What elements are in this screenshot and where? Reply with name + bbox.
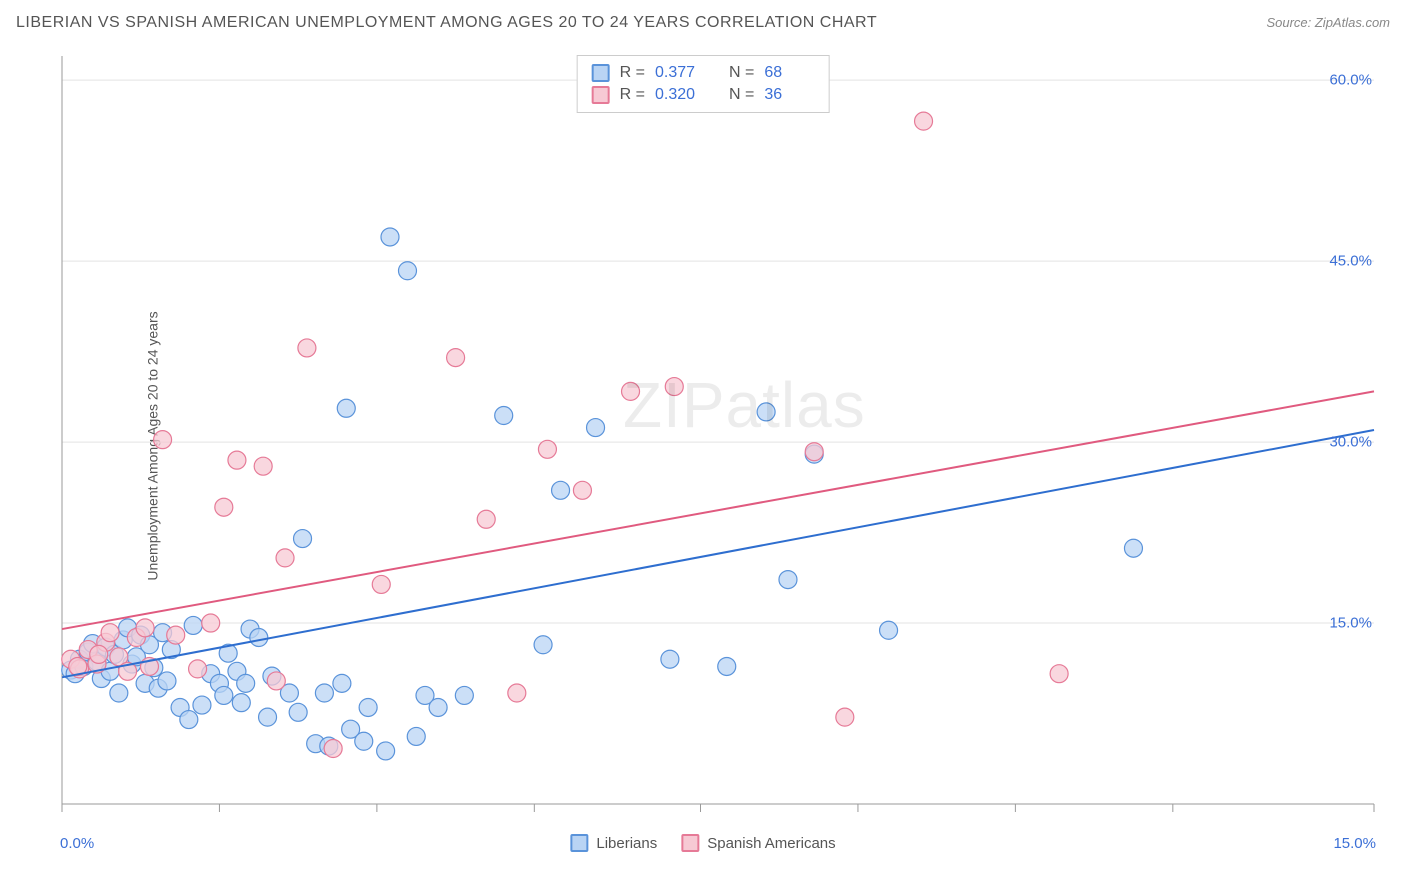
legend-swatch [570, 834, 588, 852]
x-min-label: 0.0% [60, 835, 94, 852]
y-tick-label: 15.0% [1329, 615, 1372, 632]
legend-label: Liberians [596, 835, 657, 852]
chart-title: LIBERIAN VS SPANISH AMERICAN UNEMPLOYMEN… [16, 14, 877, 32]
stat-n-label: N = [729, 64, 754, 82]
source-label: Source: ZipAtlas.com [1266, 15, 1390, 30]
legend-swatch [681, 834, 699, 852]
plot-region: ZIPatlas 15.0%30.0%45.0%60.0% [60, 50, 1376, 822]
y-tick-label: 60.0% [1329, 72, 1372, 89]
stats-swatch [592, 64, 610, 82]
bottom-legend: Liberians Spanish Americans [570, 834, 835, 852]
stats-box: R = 0.377 N = 68 R = 0.320 N = 36 [577, 55, 830, 113]
legend-item: Liberians [570, 834, 657, 852]
legend-item: Spanish Americans [681, 834, 835, 852]
stats-swatch [592, 86, 610, 104]
stat-r-value: 0.377 [655, 64, 705, 82]
stat-r-label: R = [620, 64, 645, 82]
correlation-chart: LIBERIAN VS SPANISH AMERICAN UNEMPLOYMEN… [10, 10, 1396, 882]
x-max-label: 15.0% [1333, 835, 1376, 852]
stat-r-value: 0.320 [655, 86, 705, 104]
stats-row: R = 0.320 N = 36 [592, 84, 815, 106]
stats-row: R = 0.377 N = 68 [592, 62, 815, 84]
legend-label: Spanish Americans [707, 835, 835, 852]
y-tick-label: 30.0% [1329, 434, 1372, 451]
header-row: LIBERIAN VS SPANISH AMERICAN UNEMPLOYMEN… [10, 10, 1396, 44]
stat-n-value: 68 [764, 64, 814, 82]
stat-n-label: N = [729, 86, 754, 104]
stat-n-value: 36 [764, 86, 814, 104]
scatter-svg [60, 50, 1376, 822]
y-tick-label: 45.0% [1329, 253, 1372, 270]
stat-r-label: R = [620, 86, 645, 104]
